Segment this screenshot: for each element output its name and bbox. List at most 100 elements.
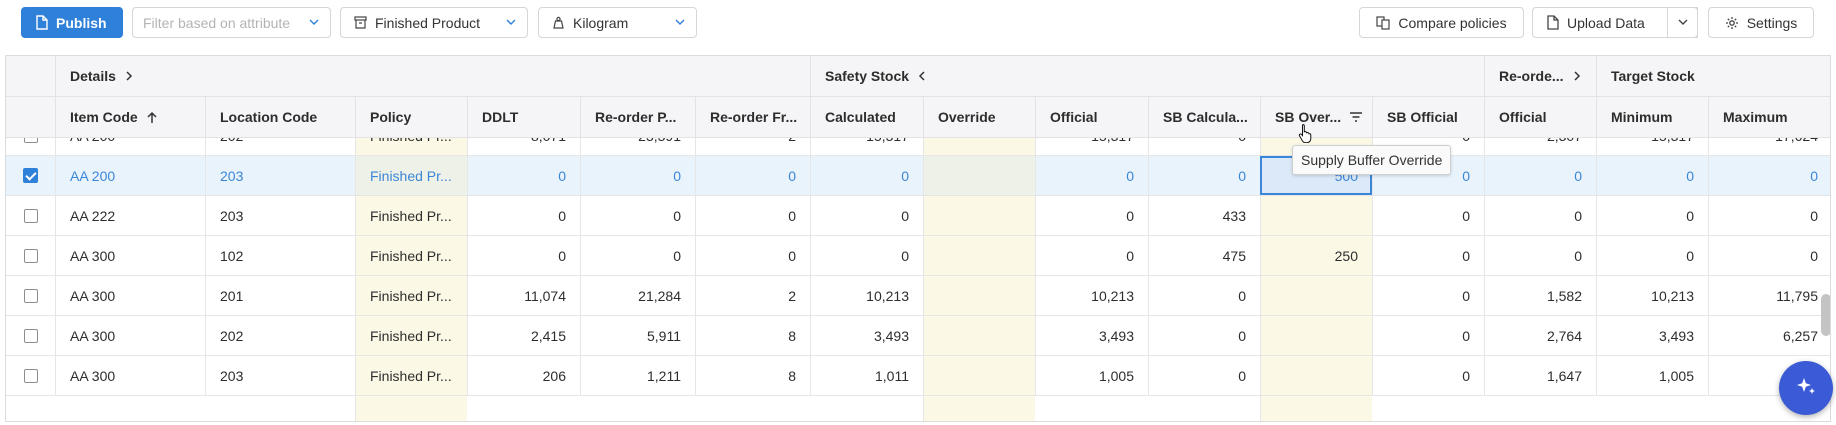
group-header-reorder[interactable]: Re-orde... <box>1484 56 1596 96</box>
cell-minimum[interactable]: 0 <box>1596 236 1708 275</box>
cell-reorder-frequency[interactable]: 0 <box>695 156 810 195</box>
cell-sb-official[interactable]: 0 <box>1372 316 1484 355</box>
table-row[interactable]: AA 300 202 Finished Pr... 2,415 5,911 8 … <box>6 316 1830 356</box>
cell-location-code[interactable]: 102 <box>205 236 355 275</box>
chevron-right-icon[interactable] <box>1572 70 1582 82</box>
cell-ddlt[interactable]: 0 <box>467 236 580 275</box>
vertical-scrollbar[interactable] <box>1821 294 1830 336</box>
column-header-location-code[interactable]: Location Code <box>205 97 355 137</box>
cell-sb-official[interactable]: 0 <box>1372 156 1484 195</box>
cell-official[interactable]: 0 <box>1035 236 1148 275</box>
table-row[interactable]: AA 300 203 Finished Pr... 206 1,211 8 1,… <box>6 356 1830 396</box>
cell-item-code[interactable]: AA 200 <box>55 156 205 195</box>
column-header-official[interactable]: Official <box>1035 97 1148 137</box>
cell-official[interactable]: 0 <box>1035 156 1148 195</box>
cell-reorder-frequency[interactable]: 0 <box>695 196 810 235</box>
cell-calculated[interactable]: 1,011 <box>810 356 923 395</box>
column-header-sb-official[interactable]: SB Official <box>1372 97 1484 137</box>
cell-calculated[interactable]: 0 <box>810 236 923 275</box>
cell-reorder-point[interactable]: 21,284 <box>580 276 695 315</box>
ai-assistant-button[interactable] <box>1779 361 1833 415</box>
cell-reorder-point[interactable]: 0 <box>580 156 695 195</box>
cell-reorder-point[interactable]: 0 <box>580 236 695 275</box>
cell-reorder-frequency[interactable]: 2 <box>695 276 810 315</box>
cell-reorder-official[interactable]: 0 <box>1484 236 1596 275</box>
cell-sb-official[interactable]: 0 <box>1372 276 1484 315</box>
column-header-override[interactable]: Override <box>923 97 1035 137</box>
cell-reorder-official[interactable]: 2,764 <box>1484 316 1596 355</box>
cell-reorder-official[interactable]: 1,647 <box>1484 356 1596 395</box>
cell-ddlt[interactable]: 0 <box>467 196 580 235</box>
cell-calculated[interactable]: 3,493 <box>810 316 923 355</box>
cell-override[interactable] <box>923 356 1035 395</box>
row-checkbox[interactable] <box>23 288 38 303</box>
cell-location-code[interactable]: 202 <box>205 138 355 155</box>
cell-reorder-point[interactable]: 0 <box>580 196 695 235</box>
cell-reorder-official[interactable]: 0 <box>1484 156 1596 195</box>
cell-reorder-official[interactable]: 2,307 <box>1484 138 1596 155</box>
group-header-safety-stock[interactable]: Safety Stock <box>810 56 1484 96</box>
column-header-policy[interactable]: Policy <box>355 97 467 137</box>
cell-reorder-frequency[interactable]: 0 <box>695 236 810 275</box>
cell-location-code[interactable]: 203 <box>205 196 355 235</box>
cell-reorder-point[interactable]: 23,391 <box>580 138 695 155</box>
cell-item-code[interactable]: AA 300 <box>55 236 205 275</box>
cell-sb-calculated[interactable]: 0 <box>1148 316 1260 355</box>
row-checkbox[interactable] <box>23 138 38 143</box>
cell-minimum[interactable]: 3,493 <box>1596 316 1708 355</box>
cell-sb-override[interactable] <box>1260 356 1372 395</box>
cell-sb-calculated[interactable]: 0 <box>1148 138 1260 155</box>
cell-override[interactable] <box>923 236 1035 275</box>
cell-policy[interactable]: Finished Pr... <box>355 138 467 155</box>
cell-sb-official[interactable]: 0 <box>1372 196 1484 235</box>
column-header-ddlt[interactable]: DDLT <box>467 97 580 137</box>
column-header-reorder-frequency[interactable]: Re-order Fr... <box>695 97 810 137</box>
column-header-maximum[interactable]: Maximum <box>1708 97 1830 137</box>
cell-ddlt[interactable]: 0 <box>467 156 580 195</box>
cell-sb-calculated[interactable]: 475 <box>1148 236 1260 275</box>
publish-button[interactable]: Publish <box>21 7 123 38</box>
cell-override[interactable] <box>923 156 1035 195</box>
cell-maximum[interactable]: 0 <box>1708 156 1830 195</box>
cell-minimum[interactable]: 0 <box>1596 196 1708 235</box>
cell-item-code[interactable]: AA 222 <box>55 196 205 235</box>
cell-item-code[interactable]: AA 300 <box>55 316 205 355</box>
cell-sb-calculated[interactable]: 433 <box>1148 196 1260 235</box>
cell-policy[interactable]: Finished Pr... <box>355 196 467 235</box>
cell-maximum[interactable]: 6,257 <box>1708 316 1830 355</box>
compare-policies-button[interactable]: Compare policies <box>1359 7 1524 38</box>
cell-minimum[interactable]: 15,317 <box>1596 138 1708 155</box>
cell-policy[interactable]: Finished Pr... <box>355 156 467 195</box>
row-checkbox[interactable] <box>23 168 38 183</box>
chevron-left-icon[interactable] <box>917 70 927 82</box>
column-header-reorder-point[interactable]: Re-order P... <box>580 97 695 137</box>
cell-ddlt[interactable]: 2,415 <box>467 316 580 355</box>
cell-reorder-point[interactable]: 5,911 <box>580 316 695 355</box>
column-header-minimum[interactable]: Minimum <box>1596 97 1708 137</box>
cell-minimum[interactable]: 1,005 <box>1596 356 1708 395</box>
settings-button[interactable]: Settings <box>1708 7 1814 38</box>
product-type-select[interactable]: Finished Product <box>340 7 528 38</box>
cell-item-code[interactable]: AA 200 <box>55 138 205 155</box>
cell-maximum[interactable]: 0 <box>1708 236 1830 275</box>
table-row[interactable]: AA 300 201 Finished Pr... 11,074 21,284 … <box>6 276 1830 316</box>
cell-location-code[interactable]: 203 <box>205 156 355 195</box>
cell-sb-calculated[interactable]: 0 <box>1148 276 1260 315</box>
column-header-sb-calculated[interactable]: SB Calcula... <box>1148 97 1260 137</box>
cell-official[interactable]: 0 <box>1035 196 1148 235</box>
cell-location-code[interactable]: 202 <box>205 316 355 355</box>
cell-sb-override[interactable] <box>1260 276 1372 315</box>
upload-options-button[interactable] <box>1667 7 1698 38</box>
cell-override[interactable] <box>923 316 1035 355</box>
cell-sb-override[interactable] <box>1260 316 1372 355</box>
cell-official[interactable]: 1,005 <box>1035 356 1148 395</box>
cell-minimum[interactable]: 0 <box>1596 156 1708 195</box>
cell-reorder-official[interactable]: 0 <box>1484 196 1596 235</box>
chevron-right-icon[interactable] <box>124 70 134 82</box>
table-row[interactable]: AA 200 202 Finished Pr... 8,071 23,391 2… <box>6 138 1830 156</box>
cell-location-code[interactable]: 203 <box>205 356 355 395</box>
row-checkbox[interactable] <box>23 368 38 383</box>
cell-policy[interactable]: Finished Pr... <box>355 236 467 275</box>
column-header-item-code[interactable]: Item Code <box>55 97 205 137</box>
cell-official[interactable]: 3,493 <box>1035 316 1148 355</box>
